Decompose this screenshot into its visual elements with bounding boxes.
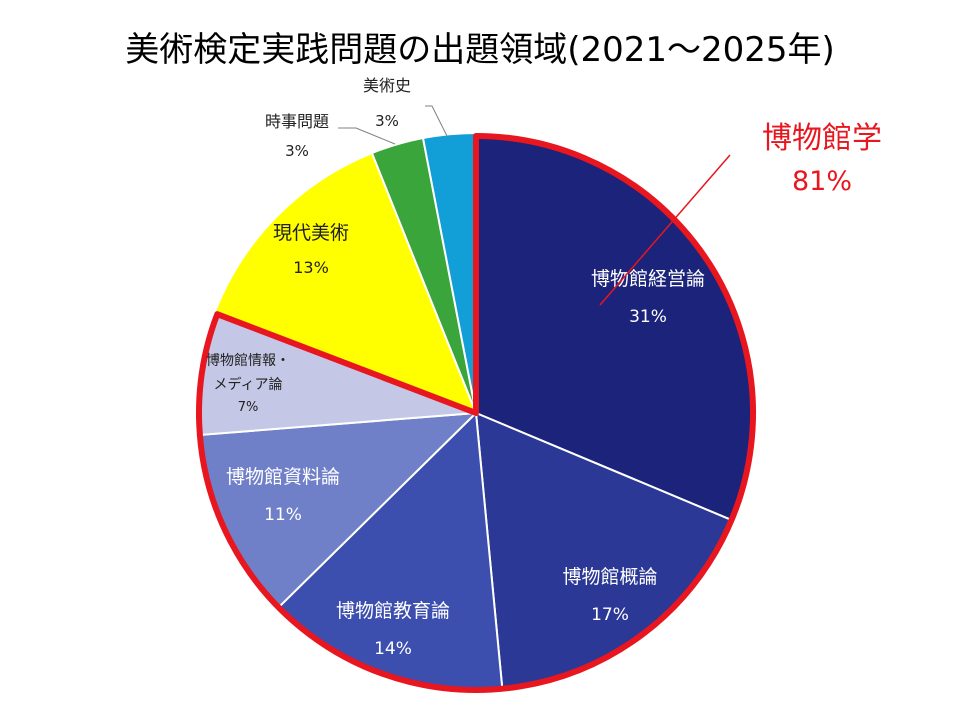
slice-value-7: 3% (285, 142, 309, 160)
slice-label-6: 現代美術 (273, 222, 349, 244)
slice-label-7: 時事問題 (265, 112, 329, 131)
slice-label-5-line-2: メディア論 (213, 376, 282, 393)
slice-value-4: 11% (264, 505, 302, 525)
slice-label-8: 美術史 (363, 76, 411, 95)
slice-value-3: 14% (374, 639, 412, 659)
slice-value-1: 31% (629, 307, 667, 327)
leader-line-8 (425, 105, 448, 137)
slice-value-6: 13% (293, 258, 329, 277)
chart-title: 美術検定実践問題の出題領域(2021～2025年) (125, 30, 835, 70)
slice-label-2: 博物館概論 (562, 566, 657, 588)
slice-label-4: 博物館資料論 (226, 466, 340, 488)
slice-value-5: 7% (238, 400, 259, 415)
pie-slice-8 (421, 131, 477, 414)
group-label: 博物館学 (762, 121, 882, 156)
group-callout-line (599, 154, 731, 306)
slice-value-8: 3% (375, 112, 399, 130)
slice-label-5-line-1: 博物館情報・ (206, 352, 290, 369)
slice-value-2: 17% (591, 605, 629, 625)
slice-label-1: 博物館経営論 (591, 268, 705, 290)
group-highlight-outline (196, 133, 756, 693)
slice-label-3: 博物館教育論 (336, 600, 450, 622)
pie-slice-6 (213, 151, 478, 415)
leader-line-7 (338, 127, 396, 145)
group-value: 81% (792, 166, 852, 197)
